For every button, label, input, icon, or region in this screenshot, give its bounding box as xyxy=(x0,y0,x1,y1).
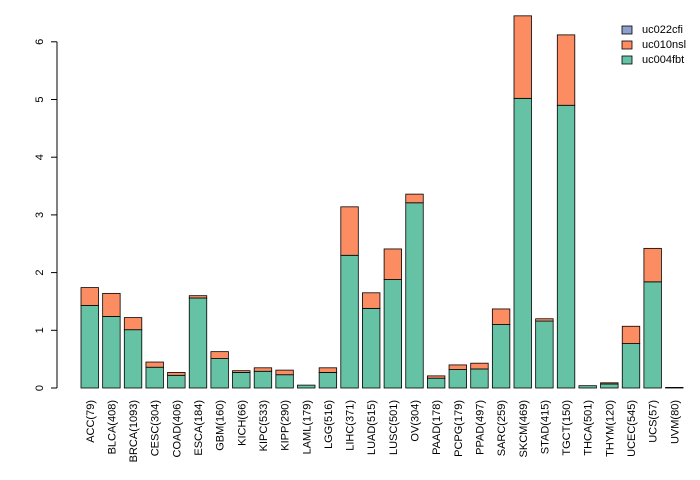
bar-segment-uc004fbt xyxy=(578,385,597,389)
bar-segment-uc010nsl xyxy=(426,375,446,379)
x-tick-label: TGCT(150) xyxy=(561,400,573,456)
bar-segment-uc010nsl xyxy=(340,206,359,256)
bar-segment-uc010nsl xyxy=(643,247,662,283)
bar-segment-uc010nsl xyxy=(600,382,619,385)
x-tick-label: ACC(79) xyxy=(85,400,97,443)
bar-segment-uc004fbt xyxy=(470,368,489,389)
bar-segment-uc004fbt xyxy=(102,316,121,389)
bar-segment-uc004fbt xyxy=(210,358,229,389)
x-tick-label: LGG(516) xyxy=(323,400,335,449)
bar-segment-uc010nsl xyxy=(513,15,532,99)
bar-segment-uc010nsl xyxy=(318,367,338,373)
bar-segment-uc004fbt xyxy=(556,104,576,389)
bar-segment-uc010nsl xyxy=(535,318,554,322)
legend-label: uc010nsl xyxy=(642,39,686,51)
x-tick-label: KICH(66) xyxy=(236,400,248,446)
x-tick-label: PAAD(178) xyxy=(431,400,443,455)
x-tick-label: GBM(160) xyxy=(215,400,227,451)
bar-segment-uc010nsl xyxy=(383,248,403,280)
bar-segment-uc010nsl xyxy=(232,370,251,373)
bar-segment-uc010nsl xyxy=(621,325,641,344)
x-tick-label: THCA(501) xyxy=(583,400,595,456)
y-tick-label: 4 xyxy=(34,154,46,160)
bar-segment-uc010nsl xyxy=(167,372,186,376)
x-tick-label: CESC(304) xyxy=(150,400,162,456)
x-tick-label: LIHC(371) xyxy=(345,400,357,451)
bar-segment-uc004fbt xyxy=(600,383,619,389)
x-tick-label: SARC(259) xyxy=(496,400,508,456)
y-tick-label: 5 xyxy=(34,96,46,102)
x-tick-label: SKCM(469) xyxy=(518,400,530,457)
x-tick-label: UVM(80) xyxy=(669,400,681,444)
bar-segment-uc004fbt xyxy=(253,370,273,389)
bar-segment-uc004fbt xyxy=(665,387,684,389)
y-tick-label: 1 xyxy=(34,327,46,333)
bar-segment-uc010nsl xyxy=(470,362,489,370)
legend-swatch xyxy=(621,40,633,50)
bar-segment-uc010nsl xyxy=(448,364,467,370)
x-tick-label: COAD(406) xyxy=(171,400,183,457)
legend-swatch xyxy=(621,25,633,35)
bar-segment-uc004fbt xyxy=(80,305,99,389)
x-axis-labels: ACC(79) BLCA(408) BRCA(1093) CESC(304) COAD(… xyxy=(85,400,682,462)
bar-segment-uc004fbt xyxy=(405,202,424,389)
y-tick-label: 2 xyxy=(34,270,46,276)
bar-segment-uc004fbt xyxy=(383,279,403,389)
x-tick-label: THYM(120) xyxy=(604,400,616,457)
bar-segment-uc004fbt xyxy=(621,343,641,389)
x-tick-label: OV(304) xyxy=(410,400,422,442)
y-tick-label: 6 xyxy=(34,39,46,45)
x-tick-label: KIPP(290) xyxy=(280,400,292,451)
legend-swatch xyxy=(621,55,633,65)
bar-segment-uc010nsl xyxy=(556,34,576,106)
x-tick-label: BRCA(1093) xyxy=(128,400,140,462)
bar-segment-uc010nsl xyxy=(253,367,273,372)
bar-segment-uc004fbt xyxy=(535,320,554,389)
bar-segment-uc010nsl xyxy=(188,295,208,299)
legend: uc022cfi uc010nsl uc004fbt xyxy=(621,24,686,66)
bar-segment-uc010nsl xyxy=(362,292,381,309)
bar-segment-uc004fbt xyxy=(297,384,316,389)
x-tick-label: UCEC(545) xyxy=(626,400,638,457)
legend-label: uc022cfi xyxy=(642,24,683,36)
bar-segment-uc004fbt xyxy=(491,324,511,389)
bar-segment-uc004fbt xyxy=(123,329,143,389)
bars xyxy=(80,15,684,389)
bar-segment-uc010nsl xyxy=(491,308,511,325)
bar-segment-uc010nsl xyxy=(102,292,121,317)
bar-segment-uc004fbt xyxy=(188,297,208,389)
bar-segment-uc004fbt xyxy=(362,307,381,389)
bar-segment-uc010nsl xyxy=(405,193,424,204)
x-tick-label: LUAD(515) xyxy=(366,400,378,455)
y-tick-label: 0 xyxy=(34,385,46,391)
bar-segment-uc010nsl xyxy=(275,369,294,376)
x-tick-label: BLCA(408) xyxy=(106,400,118,454)
x-tick-label: ESCA(184) xyxy=(193,400,205,456)
x-tick-label: STAD(415) xyxy=(539,400,551,454)
bar-segment-uc004fbt xyxy=(167,374,186,389)
x-tick-label: LAML(179) xyxy=(301,400,313,454)
bar-segment-uc004fbt xyxy=(513,97,532,389)
bar-segment-uc010nsl xyxy=(80,287,99,306)
bar-segment-uc004fbt xyxy=(275,374,294,389)
bar-segment-uc010nsl xyxy=(210,351,229,359)
x-tick-label: LUSC(501) xyxy=(388,400,400,455)
bar-segment-uc010nsl xyxy=(145,361,164,368)
x-tick-label: PPAD(497) xyxy=(474,400,486,455)
bar-segment-uc004fbt xyxy=(426,377,446,389)
bar-segment-uc004fbt xyxy=(232,372,251,389)
x-tick-label: PCPG(179) xyxy=(453,400,465,457)
bar-segment-uc004fbt xyxy=(643,281,662,389)
legend-label: uc004fbt xyxy=(642,54,684,66)
bar-segment-uc010nsl xyxy=(123,317,143,331)
bar-segment-uc004fbt xyxy=(340,254,359,389)
bar-segment-uc004fbt xyxy=(318,372,338,389)
y-axis: 0 1 2 3 4 5 6 xyxy=(34,39,58,391)
x-tick-label: KIPC(533) xyxy=(258,400,270,451)
x-tick-label: UCS(57) xyxy=(648,400,660,443)
bar-segment-uc004fbt xyxy=(145,366,164,389)
bar-segment-uc004fbt xyxy=(448,369,467,389)
y-tick-label: 3 xyxy=(34,212,46,218)
